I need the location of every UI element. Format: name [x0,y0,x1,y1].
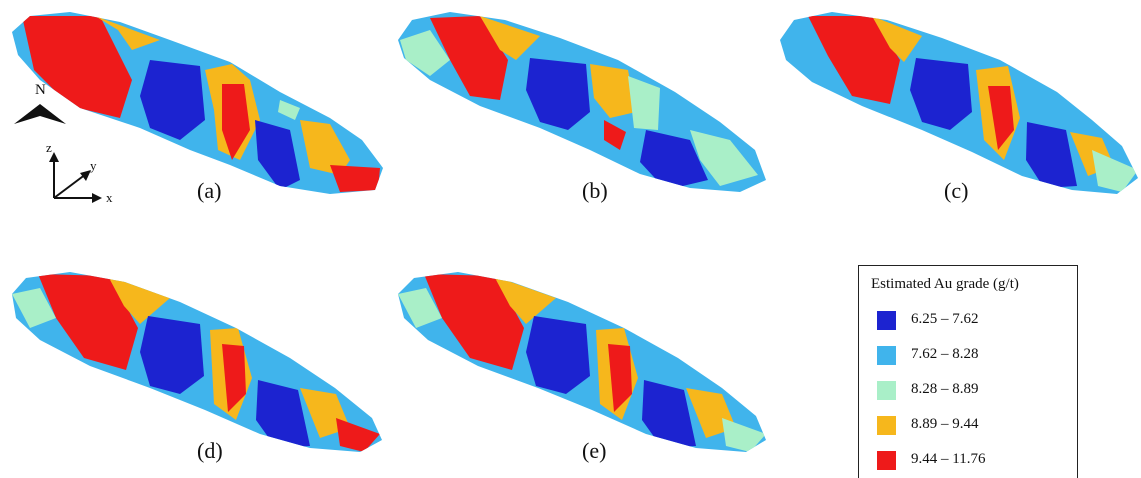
north-label: N [35,82,46,98]
axes-triad-icon [49,152,102,203]
map-panel-c: (c) [772,0,1141,215]
grade-legend: Estimated Au grade (g/t) 6.25 – 7.62 7.6… [858,265,1078,478]
legend-swatch-1 [877,311,896,330]
panel-label-e: (e) [582,438,607,463]
ore-body-map-a [12,12,383,194]
legend-range-1: 6.25 – 7.62 [911,311,979,327]
panel-label-c: (c) [944,178,969,203]
legend-range-3: 8.28 – 8.89 [911,381,979,397]
ore-body-map-d [12,272,382,452]
axis-label-y: y [90,158,97,173]
legend-swatch-5 [877,451,896,470]
legend-title: Estimated Au grade (g/t) [871,276,1019,292]
panel-label-a: (a) [197,178,222,203]
ore-body-map-b [398,12,766,192]
north-arrow-icon [14,104,66,124]
panel-label-d: (d) [197,438,223,463]
map-panel-e: (e) [390,258,790,477]
map-panel-a: (a) [0,0,400,215]
legend-swatch-2 [877,346,896,365]
axis-label-z: z [46,140,52,155]
axis-label-x: x [106,190,113,205]
legend-range-5: 9.44 – 11.76 [911,451,986,467]
map-panel-b: (b) [390,0,780,215]
panel-label-b: (b) [582,178,608,203]
legend-range-4: 8.89 – 9.44 [911,416,979,432]
legend-swatch-3 [877,381,896,400]
legend-swatch-4 [877,416,896,435]
map-panel-d: (d) [0,258,400,477]
legend-range-2: 7.62 – 8.28 [911,346,979,362]
ore-body-map-c [780,12,1138,194]
ore-body-map-e [398,272,766,452]
